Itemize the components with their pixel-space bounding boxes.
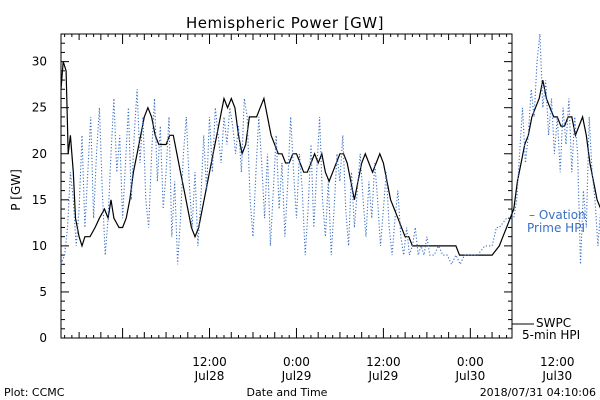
series-layer bbox=[60, 33, 600, 266]
x-tick-label-time: 12:00 bbox=[192, 355, 227, 369]
legend-swpc: SWPC 5-min HPI bbox=[512, 316, 580, 342]
legend-swpc-line2: 5-min HPI bbox=[522, 328, 580, 342]
x-tick-label-time: 0:00 bbox=[283, 355, 310, 369]
plot-frame bbox=[60, 33, 513, 339]
legend-ovation: – Ovation Prime HPI bbox=[527, 208, 586, 235]
x-tick-label-time: 12:00 bbox=[366, 355, 401, 369]
chart-title: Hemispheric Power [GW] bbox=[186, 14, 384, 32]
x-tick-label-date: Jul29 bbox=[281, 369, 312, 383]
legend-ovation-line1: – Ovation bbox=[529, 208, 586, 222]
legend-ovation-line2: Prime HPI bbox=[527, 221, 585, 235]
y-tick-label: 10 bbox=[32, 239, 47, 253]
series-ovation-prime-hpi-line bbox=[60, 33, 600, 266]
y-tick-label: 25 bbox=[32, 101, 47, 115]
y-axis-label: P [GW] bbox=[9, 169, 23, 211]
footer-timestamp: 2018/07/31 04:10:06 bbox=[480, 386, 596, 399]
footer-plot-credit: Plot: CCMC bbox=[4, 386, 65, 399]
y-tick-label: 30 bbox=[32, 55, 47, 69]
x-axis: 12:00Jul280:00Jul2912:00Jul290:00Jul3012… bbox=[64, 34, 575, 383]
x-tick-label-time: 0:00 bbox=[457, 355, 484, 369]
y-tick-label: 20 bbox=[32, 147, 47, 161]
legend-swpc-line1: SWPC bbox=[536, 316, 571, 330]
x-tick-label-date: Jul28 bbox=[194, 369, 225, 383]
x-tick-label-date: Jul30 bbox=[541, 369, 572, 383]
y-tick-label: 0 bbox=[39, 331, 47, 345]
x-tick-label-time: 12:00 bbox=[540, 355, 575, 369]
x-tick-label-date: Jul29 bbox=[368, 369, 399, 383]
x-axis-label: Date and Time bbox=[247, 386, 328, 399]
y-tick-label: 15 bbox=[32, 193, 47, 207]
y-tick-label: 5 bbox=[39, 285, 47, 299]
x-tick-label-date: Jul30 bbox=[454, 369, 485, 383]
y-axis: 0 5 10 15 20 25 30 bbox=[32, 33, 512, 345]
